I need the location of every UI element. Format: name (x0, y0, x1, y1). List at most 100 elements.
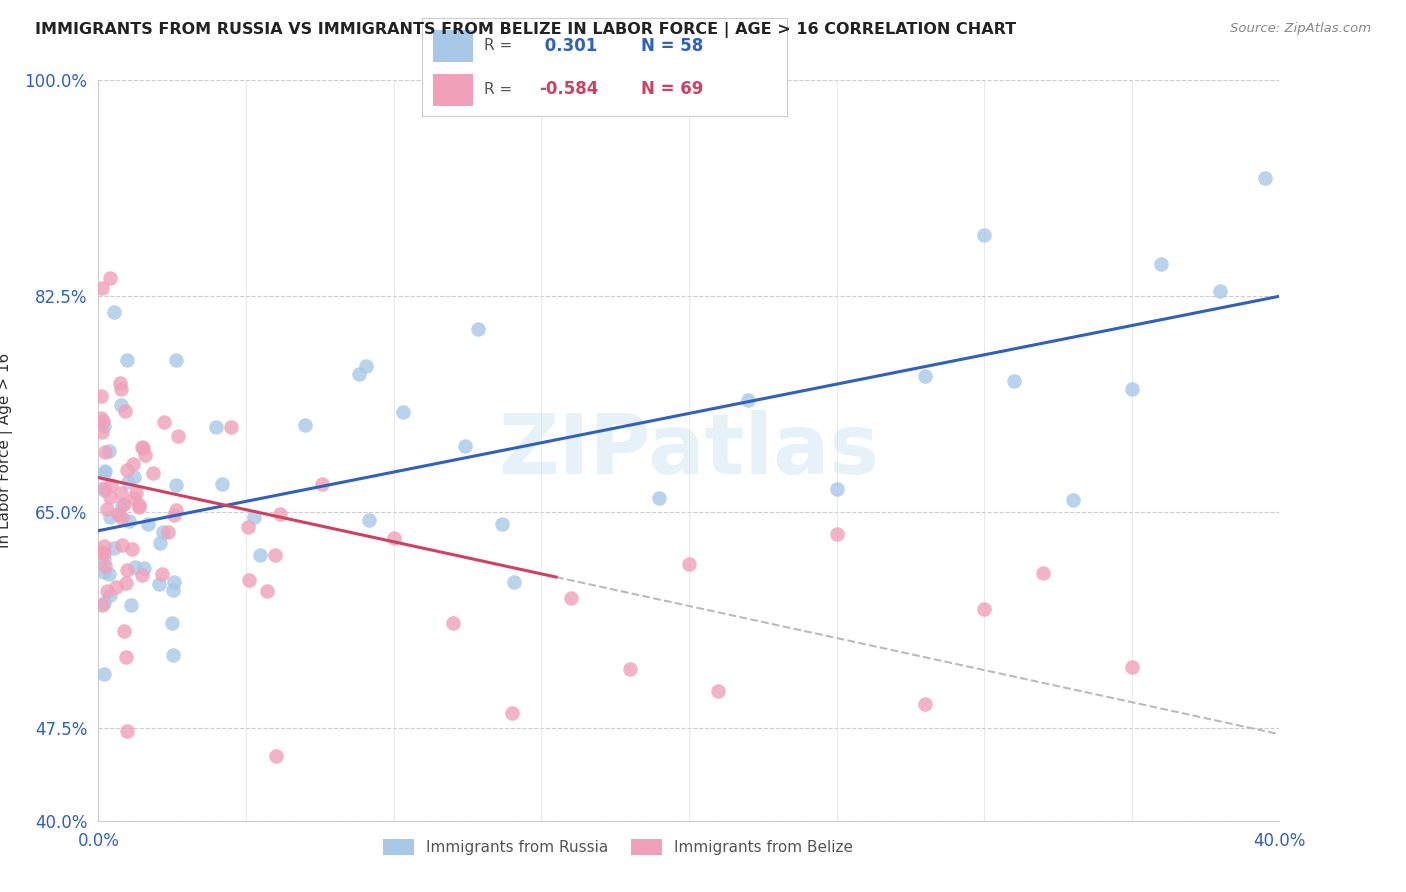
Point (93, 667, 115, 681)
Point (467, 322, 489, 336)
Point (491, 516, 513, 531)
Point (117, 475, 139, 489)
Point (1062, 492, 1084, 507)
Point (162, 648, 184, 663)
Text: N = 69: N = 69 (641, 80, 703, 98)
Point (134, 561, 156, 575)
Point (825, 482, 848, 496)
Point (93, 539, 115, 553)
Text: -0.584: -0.584 (538, 80, 598, 98)
Point (211, 477, 233, 491)
Point (103, 541, 125, 556)
Point (98, 588, 121, 602)
Point (112, 624, 135, 639)
Point (678, 558, 700, 572)
Point (249, 549, 271, 563)
Point (103, 305, 125, 319)
Point (238, 520, 260, 534)
Point (1209, 284, 1232, 298)
Point (165, 478, 187, 492)
Point (152, 416, 174, 430)
Text: R =: R = (484, 38, 512, 54)
Point (648, 491, 671, 505)
Point (150, 566, 173, 581)
Point (111, 538, 134, 552)
Point (122, 470, 145, 484)
Point (269, 507, 291, 521)
Point (501, 706, 523, 720)
Point (157, 524, 180, 539)
Point (122, 491, 145, 505)
Point (560, 591, 582, 605)
Point (94, 445, 117, 459)
Point (973, 227, 995, 242)
Text: ZIPatlas: ZIPatlas (499, 410, 879, 491)
Point (132, 441, 155, 455)
Point (914, 369, 936, 384)
Point (392, 405, 415, 419)
Point (124, 560, 146, 574)
Point (120, 598, 142, 612)
Point (110, 398, 132, 412)
Point (97, 443, 120, 458)
Point (243, 509, 266, 524)
Point (93, 565, 115, 579)
Point (142, 466, 165, 480)
Point (454, 439, 477, 453)
Point (91, 281, 114, 295)
Point (152, 524, 174, 539)
Point (382, 531, 405, 545)
Point (100, 490, 122, 504)
Point (128, 498, 150, 512)
Point (125, 486, 148, 500)
Point (973, 602, 995, 616)
Point (96, 502, 118, 516)
Point (108, 376, 131, 390)
Point (104, 580, 127, 594)
Point (162, 582, 184, 597)
Point (264, 748, 287, 763)
Point (160, 615, 183, 630)
Point (294, 418, 316, 433)
Point (163, 508, 186, 523)
Point (110, 383, 132, 397)
Point (98, 270, 121, 285)
Point (91, 414, 114, 428)
Point (359, 514, 381, 528)
Point (114, 649, 136, 664)
Point (115, 576, 138, 591)
Point (167, 428, 190, 442)
Point (134, 448, 156, 462)
Y-axis label: In Labor Force | Age > 16: In Labor Force | Age > 16 (0, 353, 13, 548)
Point (93, 419, 115, 434)
Point (1254, 171, 1277, 186)
Point (98, 510, 121, 524)
Point (122, 457, 145, 471)
Point (354, 359, 377, 373)
Point (347, 367, 370, 381)
Point (110, 485, 132, 500)
Point (128, 500, 150, 514)
Point (115, 723, 138, 738)
Point (108, 507, 131, 521)
Point (131, 440, 153, 454)
Point (111, 511, 134, 525)
Point (117, 514, 139, 528)
Bar (433, 74, 472, 106)
Point (256, 584, 278, 599)
Point (1032, 566, 1054, 581)
Point (264, 548, 287, 562)
Point (115, 352, 138, 367)
Point (148, 577, 170, 591)
Point (107, 507, 129, 521)
Point (825, 527, 848, 541)
Point (221, 420, 243, 434)
Point (96, 584, 118, 599)
Point (165, 352, 187, 367)
Point (90, 545, 112, 559)
Point (111, 498, 134, 512)
Point (115, 563, 138, 577)
Point (238, 573, 260, 587)
Point (162, 574, 184, 589)
Point (1121, 382, 1143, 396)
